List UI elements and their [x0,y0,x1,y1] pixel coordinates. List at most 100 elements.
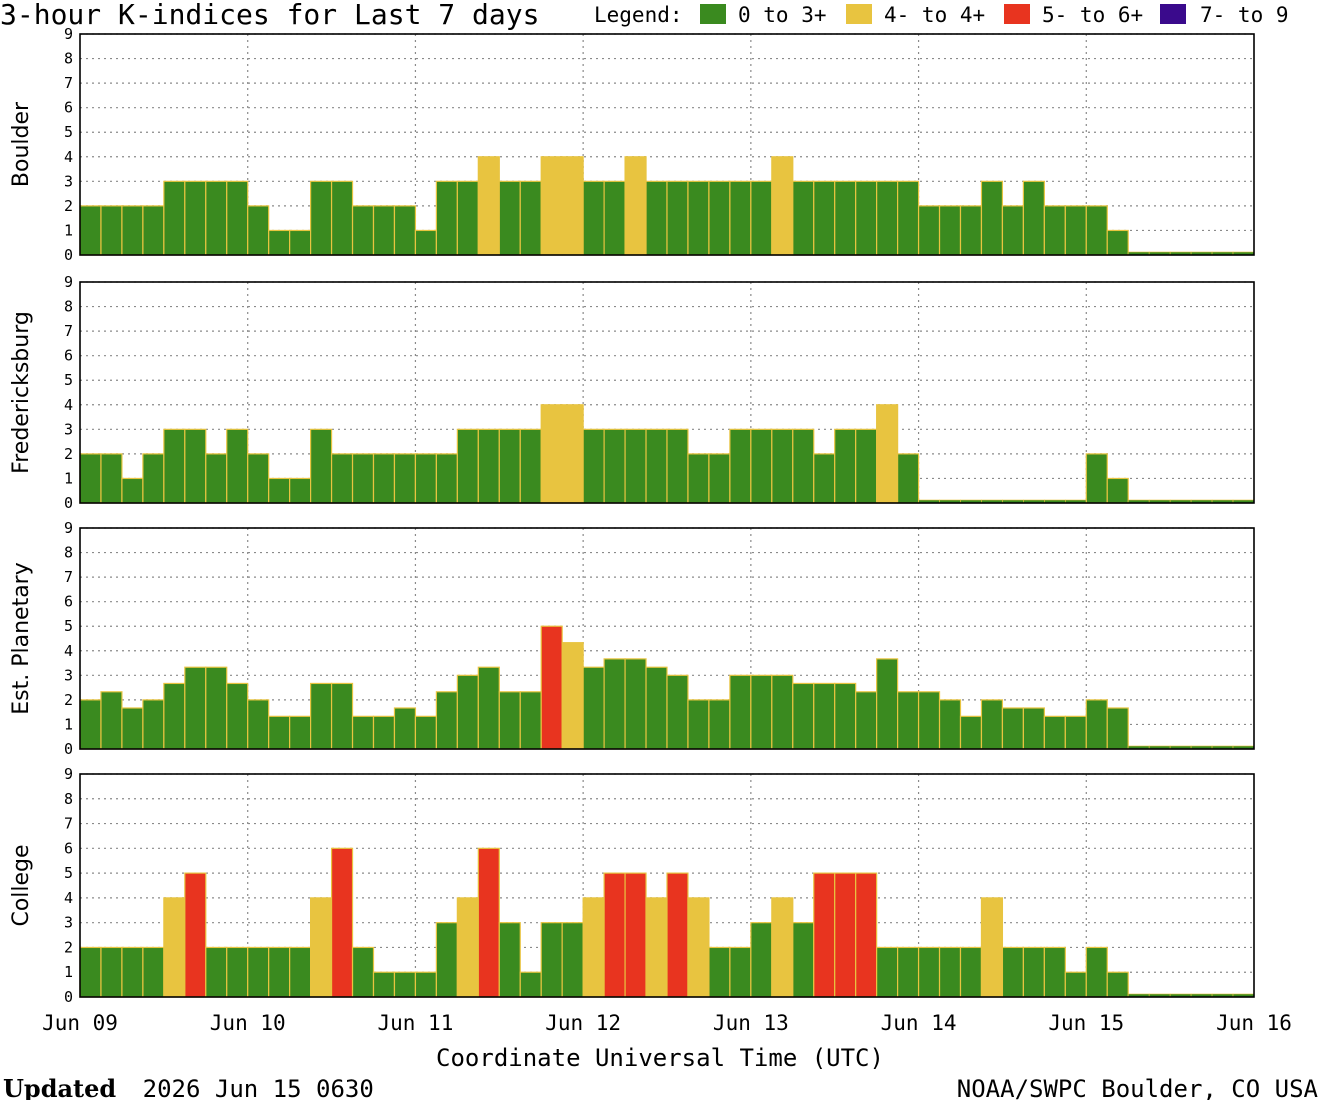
bar [184,872,207,998]
bar [624,658,647,750]
y-tick-label: 5 [64,371,73,389]
bar [771,428,794,504]
y-tick-label: 0 [64,246,73,264]
bar [247,699,270,750]
bar [121,477,144,504]
bar [1001,707,1024,750]
bar [310,682,333,750]
bar [540,156,563,256]
bar [498,922,521,998]
bar [184,428,207,504]
bar [205,666,228,750]
y-tick-label: 7 [64,815,73,833]
bar [498,691,521,750]
bar [310,428,333,504]
bar [666,872,689,998]
y-tick-label: 8 [64,790,73,808]
bar [79,205,102,256]
x-axis-ticks: Jun 09 Jun 10 Jun 11 Jun 12 Jun 13 Jun 14 Jun … [42,1011,1292,1035]
bar [289,715,312,750]
bar [771,156,794,256]
bar [1106,229,1129,256]
bar [268,229,291,256]
bar [771,897,794,998]
bar [540,922,563,998]
bar [205,946,228,998]
bar [1085,453,1108,504]
x-axis-label: Coordinate Universal Time (UTC) [436,1044,884,1072]
legend-entry-3: 7- to 9 [1200,3,1289,27]
bar [226,682,249,750]
bar [330,180,354,256]
bar [1106,971,1129,998]
bar [603,658,626,750]
bar [414,229,437,256]
panel-frame [79,281,1255,504]
y-tick-label: 7 [64,568,73,586]
bar [876,946,899,998]
bar [938,699,962,750]
x-tick-label: Jun 13 [713,1011,789,1035]
bar [310,180,333,256]
bar [477,156,500,256]
y-tick-label: 6 [64,347,73,365]
bar [959,205,983,256]
bar [100,205,123,256]
bar [1001,205,1024,256]
panel-frame [79,527,1255,750]
bar [289,946,312,998]
bar [897,180,920,256]
bar [456,180,479,256]
bar [561,922,584,998]
bar [498,428,521,504]
panel-0: 0 1 2 3 4 5 6 7 8 9 Boulder [9,25,1255,264]
y-tick-label: 7 [64,74,73,92]
y-tick-label: 5 [64,123,73,141]
bar [876,404,899,504]
x-tick-label: Jun 09 [42,1011,118,1035]
bar [729,428,752,504]
bar [79,453,102,504]
bar [603,428,626,504]
bar [519,971,542,998]
bar [897,691,920,750]
bar [121,707,144,750]
bar [917,205,941,256]
bar [959,946,983,998]
chart-title: 3-hour K-indices for Last 7 days [0,0,539,31]
y-tick-label: 8 [64,544,73,562]
y-tick-label: 0 [64,494,73,512]
bar [561,642,584,750]
bar [687,699,710,750]
bar [351,453,375,504]
bar [393,971,417,998]
bar [750,428,773,504]
legend-swatch-3 [1160,4,1186,24]
bar [771,674,794,750]
bar [1106,707,1129,750]
y-tick-label: 1 [64,963,73,981]
legend-entry-1: 4- to 4+ [884,3,985,27]
bar [666,428,689,504]
bar [163,180,186,256]
bar [268,477,291,504]
y-tick-label: 5 [64,617,73,635]
bar [1022,946,1045,998]
bar [100,453,123,504]
bar [163,428,186,504]
bar [351,205,375,256]
bar [624,428,647,504]
bar [351,946,375,998]
x-tick-label: Jun 14 [881,1011,957,1035]
bar [582,666,605,750]
panel-frame [79,33,1255,256]
bar [876,180,899,256]
legend: Legend: 0 to 3+ 4- to 4+ 5- to 6+ 7- to 9 [594,3,1289,27]
y-tick-label: 7 [64,322,73,340]
bar [582,180,605,256]
bar [980,897,1004,998]
footer-updated: Updated 2026 Jun 15 0630 [3,1074,374,1100]
bar [666,180,689,256]
bar [372,205,396,256]
